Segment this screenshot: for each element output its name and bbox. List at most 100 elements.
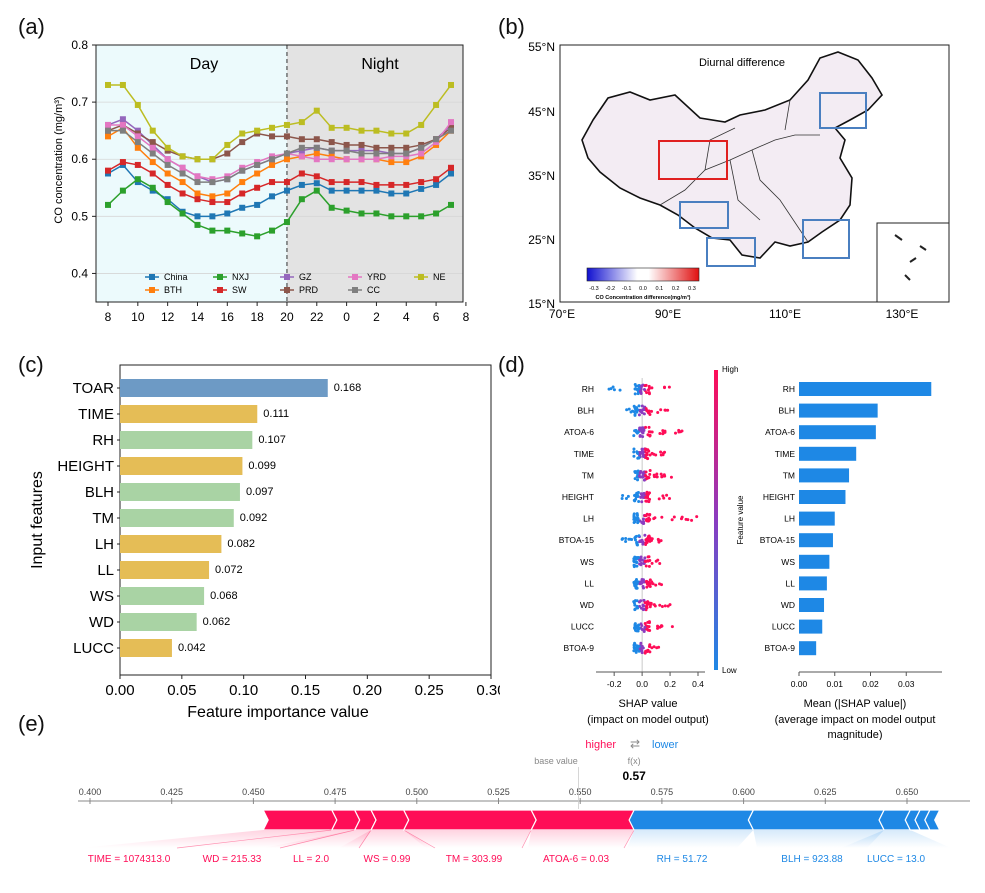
legend-swatch <box>217 274 223 280</box>
data-point <box>358 187 365 194</box>
shap-point <box>641 495 645 499</box>
shap-point <box>633 407 637 411</box>
x-tick-label: 0.25 <box>415 682 444 699</box>
mean-bar <box>799 446 857 461</box>
shap-point <box>672 515 676 519</box>
data-point <box>343 156 350 163</box>
shap-point <box>632 513 636 517</box>
shap-point <box>650 386 654 390</box>
mean-bar <box>799 511 835 526</box>
latitude-labels: 55°N 45°N 35°N 25°N 15°N <box>528 40 555 311</box>
shap-point <box>642 455 646 459</box>
shap-point <box>642 412 646 416</box>
shap-point <box>627 537 631 541</box>
shap-point <box>661 453 665 457</box>
legend-label: CC <box>367 285 380 295</box>
shap-point <box>645 585 649 589</box>
shap-point <box>670 625 674 629</box>
shap-point <box>612 388 616 392</box>
shap-point <box>645 541 649 545</box>
bar-row: BLH 0.097 <box>85 483 273 501</box>
force-connector <box>528 830 635 848</box>
data-point <box>358 210 365 217</box>
data-point <box>254 127 261 134</box>
shap-point <box>655 472 659 476</box>
shap-point <box>658 562 662 566</box>
shap-point <box>635 560 639 564</box>
data-point <box>313 107 320 114</box>
shap-point <box>644 470 648 474</box>
series-group <box>105 81 454 240</box>
mean-bar <box>799 554 830 569</box>
mean-bar <box>799 382 932 396</box>
x-tick-label: -0.2 <box>607 679 622 689</box>
data-point <box>298 136 305 143</box>
y-tick-label: 0.4 <box>71 266 88 280</box>
data-point <box>313 136 320 143</box>
beeswarm-row: TIME <box>574 447 667 461</box>
beeswarm-plot: RH BLH ATOA-6 TIME TM HEIGHT LH BTOA-15 WS LL WD LU… <box>559 378 699 672</box>
force-segment-positive: TM = 303.99 <box>402 809 537 865</box>
x-tick-label: 0.425 <box>160 787 183 797</box>
x-tick-label: 0.550 <box>569 787 592 797</box>
data-point <box>269 161 276 168</box>
series-nxj <box>105 176 454 240</box>
shap-point <box>647 644 651 648</box>
data-point <box>224 210 231 217</box>
force-label: WS = 0.99 <box>364 854 411 865</box>
data-point <box>119 159 126 166</box>
shap-point <box>651 582 655 586</box>
feature-label: LH <box>784 514 795 524</box>
shap-point <box>642 607 646 611</box>
panel-a: (a) 0.4 0.5 0.6 0.7 0.8 8 10 12 14 16 18 20 22 0 2 4 6 8… <box>0 0 490 330</box>
shap-point <box>645 624 649 628</box>
base-value-label: base value <box>534 756 578 766</box>
shap-point <box>647 500 651 504</box>
force-segment-positive: TIME = 1074313.0 <box>81 809 338 865</box>
shap-point <box>645 512 649 516</box>
shap-point <box>646 457 650 461</box>
beeswarm-row: LL <box>585 578 664 590</box>
day-label: Day <box>190 56 218 73</box>
shap-point <box>632 447 636 451</box>
data-point <box>448 201 454 208</box>
data-point <box>328 139 335 146</box>
shap-point <box>639 410 643 414</box>
shap-point <box>637 534 641 538</box>
data-point <box>194 213 201 220</box>
shap-point <box>660 515 664 519</box>
shap-point <box>632 559 636 563</box>
legend-item: YRD <box>348 272 387 282</box>
data-point <box>433 181 440 188</box>
beeswarm-row: HEIGHT <box>562 490 672 504</box>
mean-bar <box>799 468 850 483</box>
force-label: TM = 303.99 <box>446 854 503 865</box>
data-point <box>418 213 425 220</box>
shap-point <box>652 603 656 607</box>
data-point <box>194 196 201 203</box>
value-label: 0.082 <box>227 538 255 550</box>
x-tick-label: 0.4 <box>692 679 704 689</box>
shap-point <box>633 382 637 386</box>
data-point <box>119 121 126 128</box>
shap-point <box>637 600 641 604</box>
legend-swatch <box>352 274 358 280</box>
shap-point <box>640 404 644 408</box>
colorbar-tick: -0.1 <box>622 286 631 292</box>
beeswarm-row: BLH <box>577 404 670 417</box>
data-point <box>149 184 156 191</box>
colorbar-tick: 0.2 <box>672 286 680 292</box>
beeswarm-x-ticks: -0.2 0.0 0.2 0.4 <box>607 672 704 689</box>
data-point <box>313 180 320 187</box>
mean-bar <box>799 641 817 656</box>
force-label: ATOA-6 = 0.03 <box>543 854 609 865</box>
shap-point <box>666 408 670 412</box>
legend-item: PRD <box>280 285 319 295</box>
shap-point <box>635 540 639 544</box>
x-tick-label: 0 <box>343 310 350 324</box>
legend-item: China <box>145 272 188 282</box>
mean-bar-row: WS <box>781 554 830 569</box>
force-chevron <box>747 809 886 831</box>
shap-point <box>640 651 644 655</box>
shap-point <box>625 408 629 412</box>
